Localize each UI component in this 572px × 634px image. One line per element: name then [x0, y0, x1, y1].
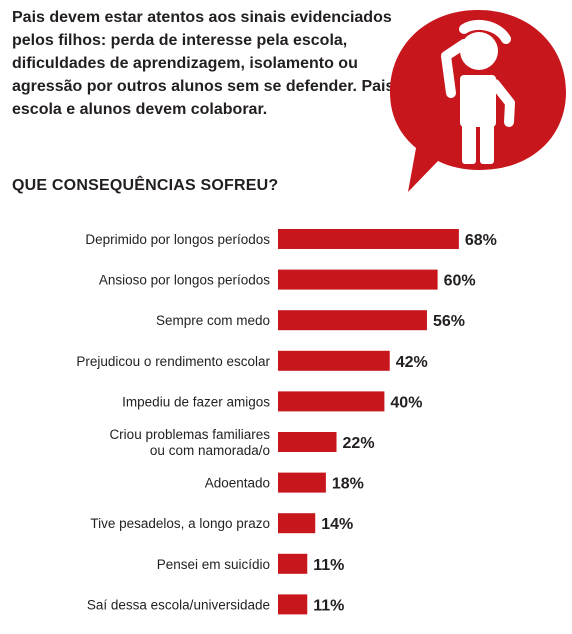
- category-label: Saí dessa escola/universidade: [87, 597, 270, 612]
- chart-title: QUE CONSEQUÊNCIAS SOFREU?: [12, 177, 279, 194]
- bar-chart: Deprimido por longos períodos 68% Ansioso …: [76, 229, 497, 615]
- category-label: Ansioso por longos períodos: [99, 273, 270, 288]
- value-label: 56%: [433, 313, 465, 330]
- value-label: 14%: [321, 516, 353, 533]
- bar: [278, 432, 337, 452]
- category-label: Criou problemas familiares ou com namorad…: [109, 427, 270, 458]
- bar: [278, 472, 326, 493]
- category-label: Tive pesadelos, a longo prazo: [90, 516, 270, 531]
- category-label: Sempre com medo: [156, 313, 270, 328]
- bar: [278, 269, 438, 290]
- value-label: 40%: [390, 394, 422, 411]
- bar: [278, 350, 390, 371]
- bar: [278, 229, 459, 249]
- person-scratching-head-icon: [390, 10, 566, 192]
- value-label: 42%: [396, 354, 428, 371]
- category-label: Pensei em suicídio: [157, 557, 270, 572]
- bar: [278, 594, 308, 615]
- bar: [278, 310, 427, 331]
- category-label: Prejudicou o rendimento escolar: [76, 354, 270, 369]
- category-label: Adoentado: [205, 476, 270, 491]
- value-label: 68%: [465, 232, 497, 249]
- bar: [278, 553, 308, 574]
- intro-text: Pais devem estar atentos aos sinais evid…: [12, 9, 399, 118]
- value-label: 60%: [444, 273, 476, 290]
- category-label: Impediu de fazer amigos: [122, 394, 270, 409]
- category-label: Deprimido por longos períodos: [85, 232, 270, 247]
- value-label: 11%: [313, 557, 344, 574]
- bar: [278, 391, 385, 412]
- bar: [278, 513, 316, 534]
- value-label: 11%: [313, 597, 344, 614]
- value-label: 18%: [332, 476, 364, 493]
- value-label: 22%: [343, 435, 375, 452]
